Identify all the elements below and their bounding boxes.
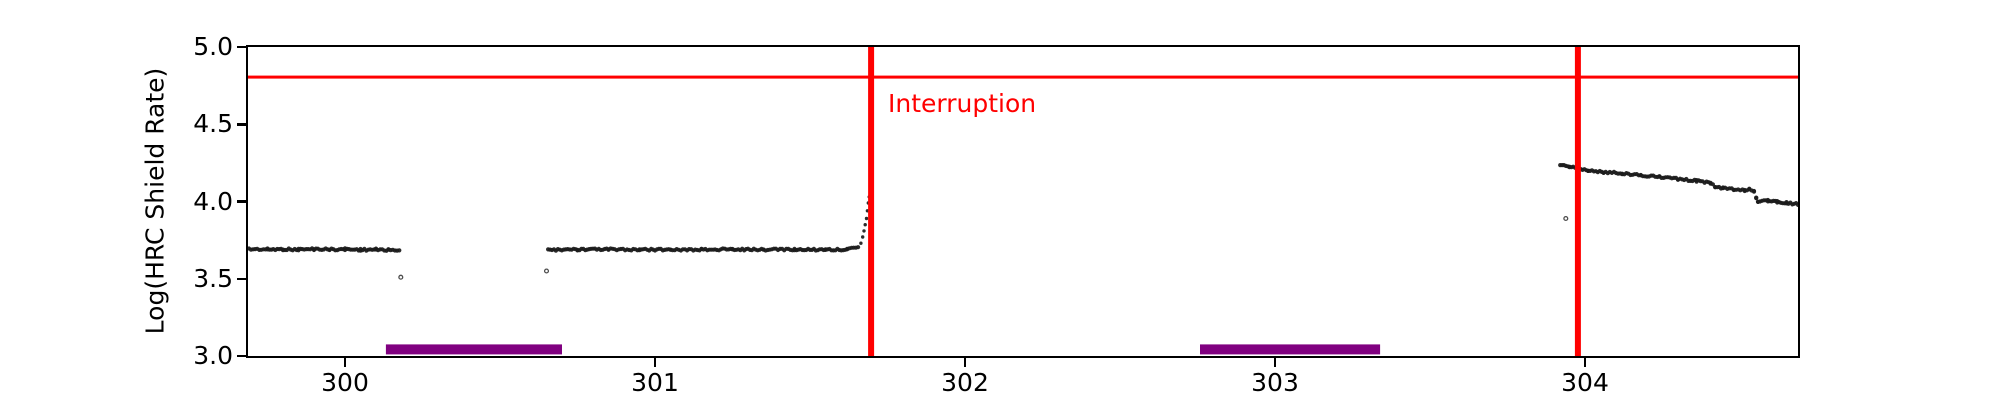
plot-area [246,45,1800,358]
x-tick-label: 302 [941,368,989,397]
data-point [861,235,865,239]
data-point [1795,202,1798,207]
data-point [859,241,863,245]
vertical-marker-line [1574,47,1581,356]
data-point [856,245,861,250]
data-point [864,216,869,221]
x-tick-mark [963,358,967,367]
x-tick-label: 303 [1251,368,1299,397]
x-tick-label: 301 [631,368,679,397]
y-tick-label: 3.0 [193,341,233,370]
x-tick-mark [653,358,657,367]
observation-window-bar [1200,344,1381,355]
data-point [862,229,866,233]
y-tick-label: 3.5 [193,263,233,293]
x-tick-mark [343,358,347,367]
y-tick-mark [237,123,246,126]
x-tick-label: 300 [321,368,369,397]
vertical-marker-line [868,47,875,356]
y-tick-mark [237,45,246,49]
outlier-point [1563,215,1569,222]
data-point [1710,182,1715,187]
y-tick-mark [237,277,246,280]
y-tick-mark [237,200,246,203]
interruption-annotation: Interruption [888,89,1037,118]
outlier-point [543,268,550,274]
data-point [1754,196,1759,201]
y-tick-mark [237,354,246,358]
data-point [1751,189,1757,194]
y-tick-label: 4.5 [193,109,233,139]
data-point [863,223,867,227]
data-point [397,248,402,253]
outlier-point [398,274,404,280]
threshold-line [248,75,1798,79]
x-tick-mark [1273,358,1277,367]
plot-canvas [248,47,1798,356]
y-tick-label: 5.0 [193,32,233,61]
x-tick-mark [1583,358,1587,367]
x-tick-label: 304 [1561,368,1609,397]
y-tick-label: 4.0 [193,186,233,216]
observation-window-bar [385,344,562,355]
